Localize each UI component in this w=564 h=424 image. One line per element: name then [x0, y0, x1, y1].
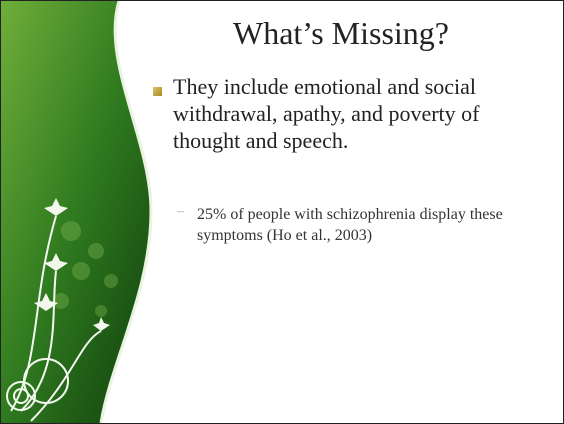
- slide-title: What’s Missing?: [161, 15, 521, 52]
- sub-bullet-marker: –: [177, 204, 184, 220]
- slide: What’s Missing? They include emotional a…: [0, 0, 564, 424]
- bullet-text: They include emotional and social withdr…: [173, 73, 538, 154]
- sub-bullet-text: 25% of people with schizophrenia display…: [197, 204, 507, 246]
- bullet-marker: [153, 87, 162, 96]
